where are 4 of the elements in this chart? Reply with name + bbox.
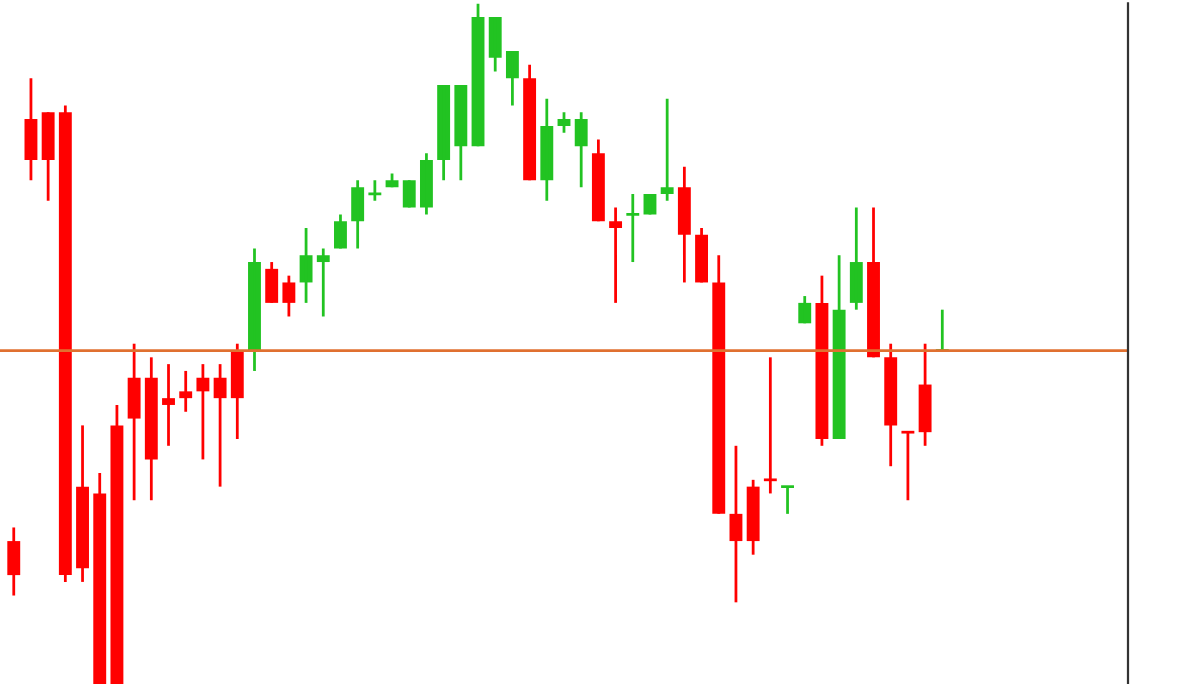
candlestick [781,485,794,516]
candlestick [901,430,915,502]
candlestick [402,178,416,209]
candlestick [643,192,657,216]
